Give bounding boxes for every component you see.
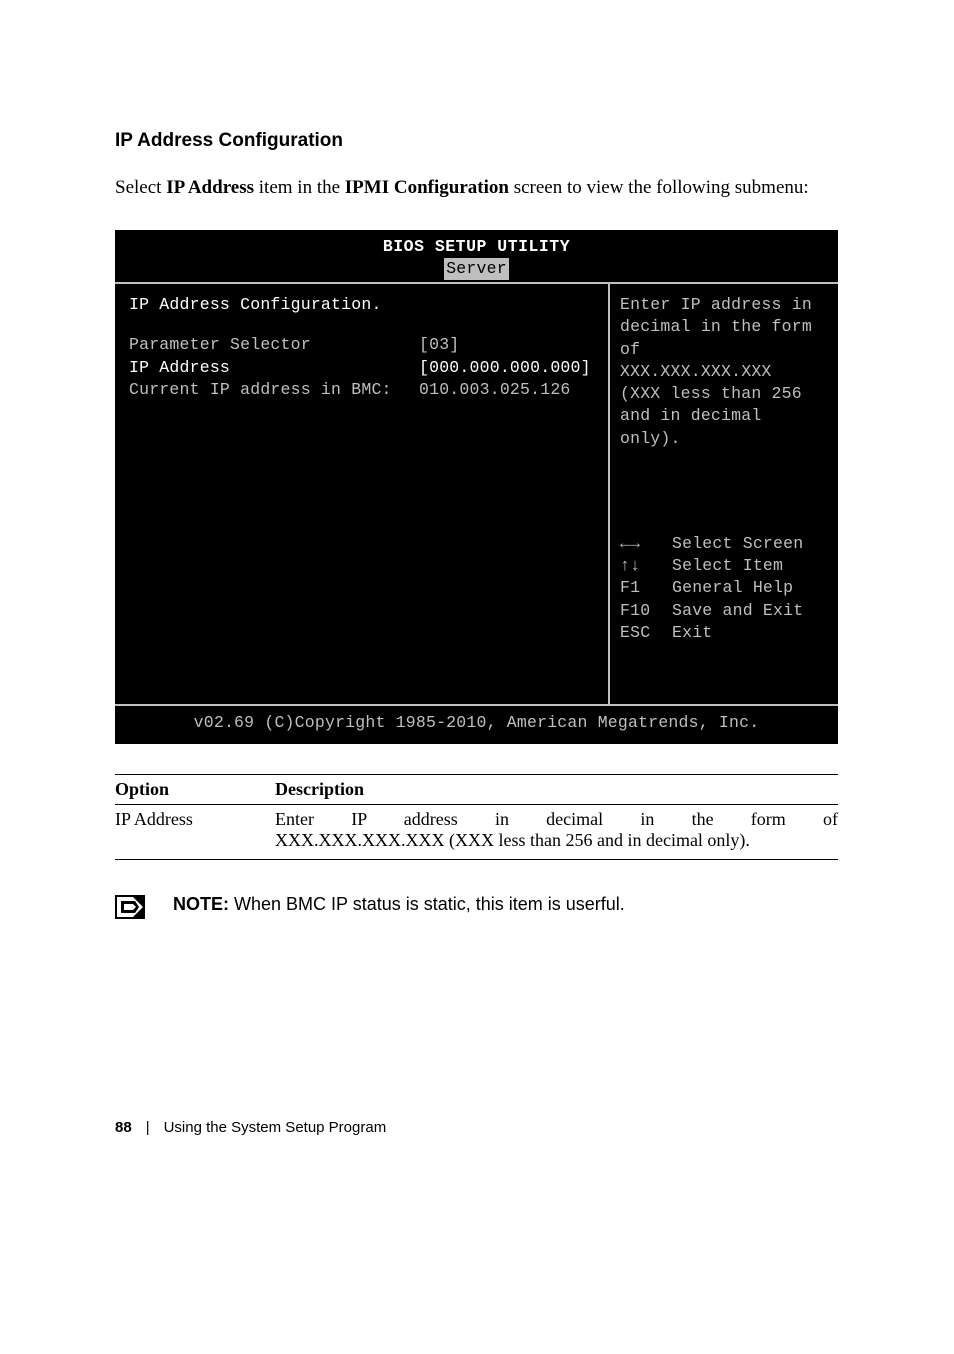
nav-label: Save and Exit [672, 600, 803, 622]
bios-label: Parameter Selector [129, 334, 419, 356]
intro-bold-1: IP Address [166, 177, 254, 198]
bios-nav-help: ←→Select Screen ↑↓Select Item F1General … [620, 533, 824, 644]
intro-mid: item in the [254, 177, 345, 198]
cell-option: IP Address [115, 805, 275, 860]
nav-row: ←→Select Screen [620, 533, 824, 555]
footer-page-number: 88 [115, 1119, 132, 1136]
intro-post: screen to view the following submenu: [509, 177, 809, 198]
nav-label: Select Item [672, 555, 783, 577]
page-container: IP Address Configuration Select IP Addre… [0, 0, 954, 1196]
bios-tab-server: Server [444, 258, 509, 280]
spacer [129, 316, 594, 334]
help-line: decimal in the form of [620, 316, 824, 361]
nav-label: General Help [672, 577, 793, 599]
table-row: IP Address Enter IP address in decimal i… [115, 805, 838, 860]
nav-label: Exit [672, 622, 712, 644]
bios-value: [000.000.000.000] [419, 357, 591, 379]
table-header-row: Option Description [115, 775, 838, 805]
bios-tab-row: Server [115, 258, 838, 282]
bios-copyright: v02.69 (C)Copyright 1985-2010, American … [115, 706, 838, 744]
bios-value: [03] [419, 334, 459, 356]
header-description: Description [275, 775, 838, 805]
intro-pre: Select [115, 177, 166, 198]
footer-section-title: Using the System Setup Program [164, 1119, 387, 1136]
bios-row-ip-address: IP Address [000.000.000.000] [129, 357, 594, 379]
note-label: NOTE: [173, 894, 229, 914]
intro-paragraph: Select IP Address item in the IPMI Confi… [115, 174, 839, 202]
nav-key: ←→ [620, 533, 672, 555]
options-table: Option Description IP Address Enter IP a… [115, 774, 838, 860]
desc-line-2: XXX.XXX.XXX.XXX (XXX less than 256 and i… [275, 830, 838, 851]
nav-label: Select Screen [672, 533, 803, 555]
footer-separator: | [146, 1119, 150, 1136]
help-line: and in decimal only). [620, 405, 824, 450]
bios-title: BIOS SETUP UTILITY [115, 230, 838, 258]
page-footer: 88 | Using the System Setup Program [115, 1119, 839, 1136]
bios-row-param-selector: Parameter Selector [03] [129, 334, 594, 356]
note-block: NOTE: When BMC IP status is static, this… [115, 894, 839, 919]
intro-bold-2: IPMI Configuration [345, 177, 509, 198]
bios-row-current-ip: Current IP address in BMC: 010.003.025.1… [129, 379, 594, 401]
bios-right-panel: Enter IP address in decimal in the form … [610, 284, 838, 704]
nav-row: F10Save and Exit [620, 600, 824, 622]
bios-label: Current IP address in BMC: [129, 379, 419, 401]
nav-row: F1General Help [620, 577, 824, 599]
nav-key: ↑↓ [620, 555, 672, 577]
bios-label: IP Address [129, 357, 419, 379]
nav-row: ESCExit [620, 622, 824, 644]
bios-help-text: Enter IP address in decimal in the form … [620, 294, 824, 450]
note-icon [115, 895, 145, 919]
nav-row: ↑↓Select Item [620, 555, 824, 577]
cell-description: Enter IP address in decimal in the form … [275, 805, 838, 860]
note-text: NOTE: When BMC IP status is static, this… [173, 894, 625, 915]
nav-key: ESC [620, 622, 672, 644]
nav-key: F1 [620, 577, 672, 599]
bios-content: IP Address Configuration. Parameter Sele… [115, 282, 838, 706]
bios-screenshot: BIOS SETUP UTILITY Server IP Address Con… [115, 230, 838, 745]
bios-value: 010.003.025.126 [419, 379, 571, 401]
help-line: XXX.XXX.XXX.XXX [620, 361, 824, 383]
help-line: (XXX less than 256 [620, 383, 824, 405]
bios-panel-title: IP Address Configuration. [129, 294, 594, 316]
nav-key: F10 [620, 600, 672, 622]
note-body: When BMC IP status is static, this item … [229, 894, 625, 914]
help-line: Enter IP address in [620, 294, 824, 316]
bios-left-panel: IP Address Configuration. Parameter Sele… [115, 284, 610, 704]
header-option: Option [115, 775, 275, 805]
section-heading: IP Address Configuration [115, 130, 839, 152]
desc-line-1: Enter IP address in decimal in the form … [275, 809, 838, 830]
